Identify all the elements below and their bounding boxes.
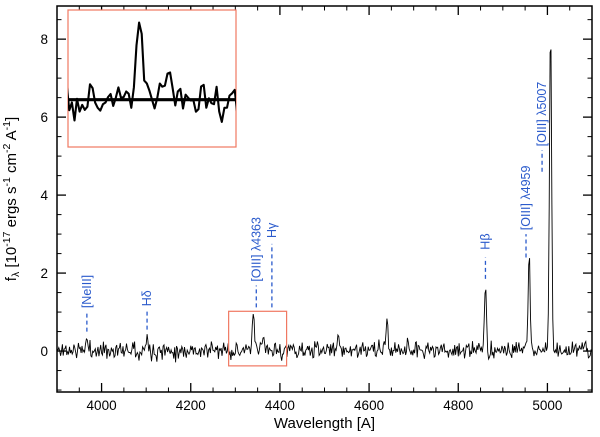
- y-tick-label: 6: [40, 110, 48, 125]
- y-tick-label: 8: [40, 32, 48, 47]
- x-tick-label: 4600: [354, 398, 384, 413]
- x-axis-ticks: 4000 4200 4400 4600 4800 5000: [56, 6, 593, 413]
- zoom-region-box: [228, 310, 288, 367]
- x-tick-label: 4400: [265, 398, 295, 413]
- annotation-label-h: Hβ: [478, 233, 492, 249]
- x-tick-label: 5000: [532, 398, 562, 413]
- y-tick-label: 2: [40, 266, 48, 281]
- y-axis-label: fλ [10-17 ergs s-1 cm-2 A-1]: [1, 117, 22, 281]
- x-tick-label: 4200: [176, 398, 206, 413]
- inset-box: [67, 9, 237, 148]
- y-tick-label: 0: [40, 344, 48, 359]
- annotation-label-neiii: [NeIII]: [80, 275, 94, 308]
- y-axis-ticks: 0 2 4 6 8: [40, 19, 592, 391]
- x-tick-label: 4000: [87, 398, 117, 413]
- annotation-label-h: Hγ: [265, 222, 279, 238]
- line-annotations: [NeIII] Hδ [OIII] λ4363 Hγ Hβ [OIII] λ4959 [OI…: [80, 82, 549, 332]
- annotation-label-oiii-4363: [OIII] λ4363: [249, 217, 263, 282]
- spectrum-line: [57, 49, 592, 363]
- x-tick-label: 4800: [443, 398, 473, 413]
- annotation-label-oiii-4959: [OIII] λ4959: [519, 166, 533, 231]
- annotation-label-h: Hδ: [140, 290, 154, 306]
- y-tick-label: 4: [40, 188, 48, 203]
- x-axis-label: Wavelength [A]: [274, 415, 375, 432]
- annotation-label-oiii-5007: [OIII] λ5007: [535, 82, 549, 147]
